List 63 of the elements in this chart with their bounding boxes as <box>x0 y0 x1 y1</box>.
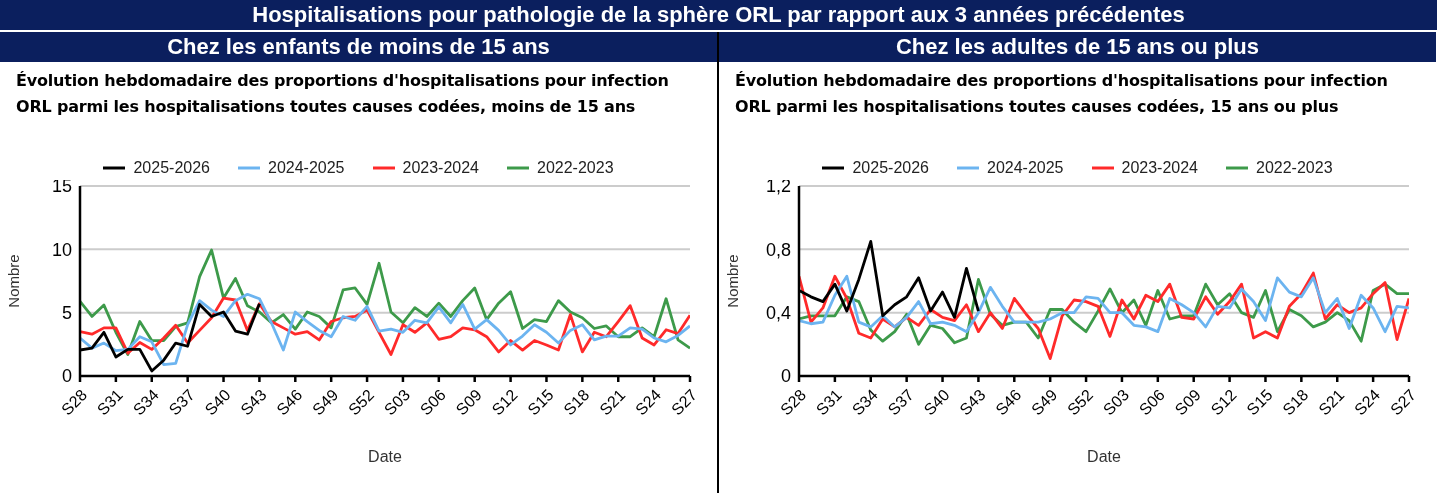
x-tick-label: S40 <box>920 386 953 419</box>
line-series <box>80 292 690 366</box>
x-tick-label: S34 <box>129 386 162 419</box>
chart-subtitle: Chez les adultes de 15 ans ou plus <box>719 32 1436 62</box>
x-tick-label: S15 <box>1243 386 1276 419</box>
x-tick-label: S31 <box>812 386 846 419</box>
y-tick-label: 0 <box>61 366 72 387</box>
x-tick-label: S49 <box>1028 386 1061 419</box>
x-axis-title: Date <box>368 448 402 465</box>
y-tick-label: 15 <box>51 176 72 197</box>
x-tick-label: S28 <box>777 386 810 419</box>
text: Hospitalisations pour pathologie de la sphère ORL par rapport aux 3 années précédentes <box>0 0 1437 32</box>
x-tick-label: S15 <box>524 386 557 419</box>
x-tick-label: S09 <box>452 386 485 419</box>
x-tick-label: S52 <box>1064 386 1097 419</box>
y-axis-title: Nombre <box>5 254 23 308</box>
legend-label: 2023-2024 <box>1120 159 1199 177</box>
x-tick-label: S24 <box>1351 386 1384 419</box>
x-tick-label: S46 <box>992 386 1025 419</box>
legend-label: 2024-2025 <box>986 159 1064 177</box>
x-tick-label: S28 <box>58 386 91 419</box>
y-tick-label: 5 <box>61 303 72 324</box>
x-tick-label: S03 <box>380 386 414 419</box>
x-tick-label: S43 <box>956 386 989 419</box>
y-tick-label: 10 <box>51 239 72 260</box>
x-tick-label: S12 <box>488 386 521 419</box>
chart-subtitle: Chez les enfants de moins de 15 ans <box>0 32 717 62</box>
x-tick-label: S43 <box>237 386 270 419</box>
legend-label: 2024-2025 <box>267 159 345 177</box>
x-tick-label: S06 <box>416 386 450 419</box>
x-tick-label: S37 <box>165 386 198 419</box>
x-tick-label: S34 <box>848 386 881 419</box>
x-tick-label: S03 <box>1099 386 1133 419</box>
x-tick-label: S52 <box>345 386 378 419</box>
x-axis-title: Date <box>1087 448 1121 465</box>
x-tick-label: S18 <box>560 386 593 419</box>
x-tick-label: S21 <box>1315 386 1348 419</box>
legend-label: 2025-2026 <box>851 159 929 177</box>
legend-label: 2022-2023 <box>1255 159 1333 177</box>
legend-label: 2025-2026 <box>132 159 210 177</box>
x-tick-label: S27 <box>1387 386 1420 419</box>
x-tick-label: S09 <box>1171 386 1204 419</box>
x-tick-label: S18 <box>1279 386 1312 419</box>
x-tick-label: S37 <box>884 386 917 419</box>
x-tick-label: S40 <box>201 386 234 419</box>
x-tick-label: S27 <box>668 386 701 419</box>
x-tick-label: S06 <box>1135 386 1169 419</box>
line-series <box>799 274 1409 334</box>
y-tick-label: 0,8 <box>765 239 791 260</box>
x-tick-label: S12 <box>1207 386 1240 419</box>
legend-label: 2023-2024 <box>401 159 480 177</box>
chart-title: Évolution hebdomadaire des proportions d'hospitalisations pour infection ORL parmi les hospitalisations toutes causes codées, moins de 15 ans <box>15 70 670 118</box>
x-tick-label: S21 <box>596 386 629 419</box>
chart-title: Évolution hebdomadaire des proportions d'hospitalisations pour infection ORL parmi les hospitalisations toutes causes codées, 15 ans ou plus <box>734 70 1389 118</box>
x-tick-label: S31 <box>93 386 127 419</box>
x-tick-label: S46 <box>273 386 306 419</box>
y-tick-label: 0,4 <box>765 303 791 324</box>
y-axis-title: Nombre <box>724 254 742 308</box>
y-tick-label: 0 <box>780 366 791 387</box>
legend-label: 2022-2023 <box>536 159 614 177</box>
x-tick-label: S49 <box>309 386 342 419</box>
x-tick-label: S24 <box>632 386 665 419</box>
y-tick-label: 1,2 <box>765 176 791 197</box>
